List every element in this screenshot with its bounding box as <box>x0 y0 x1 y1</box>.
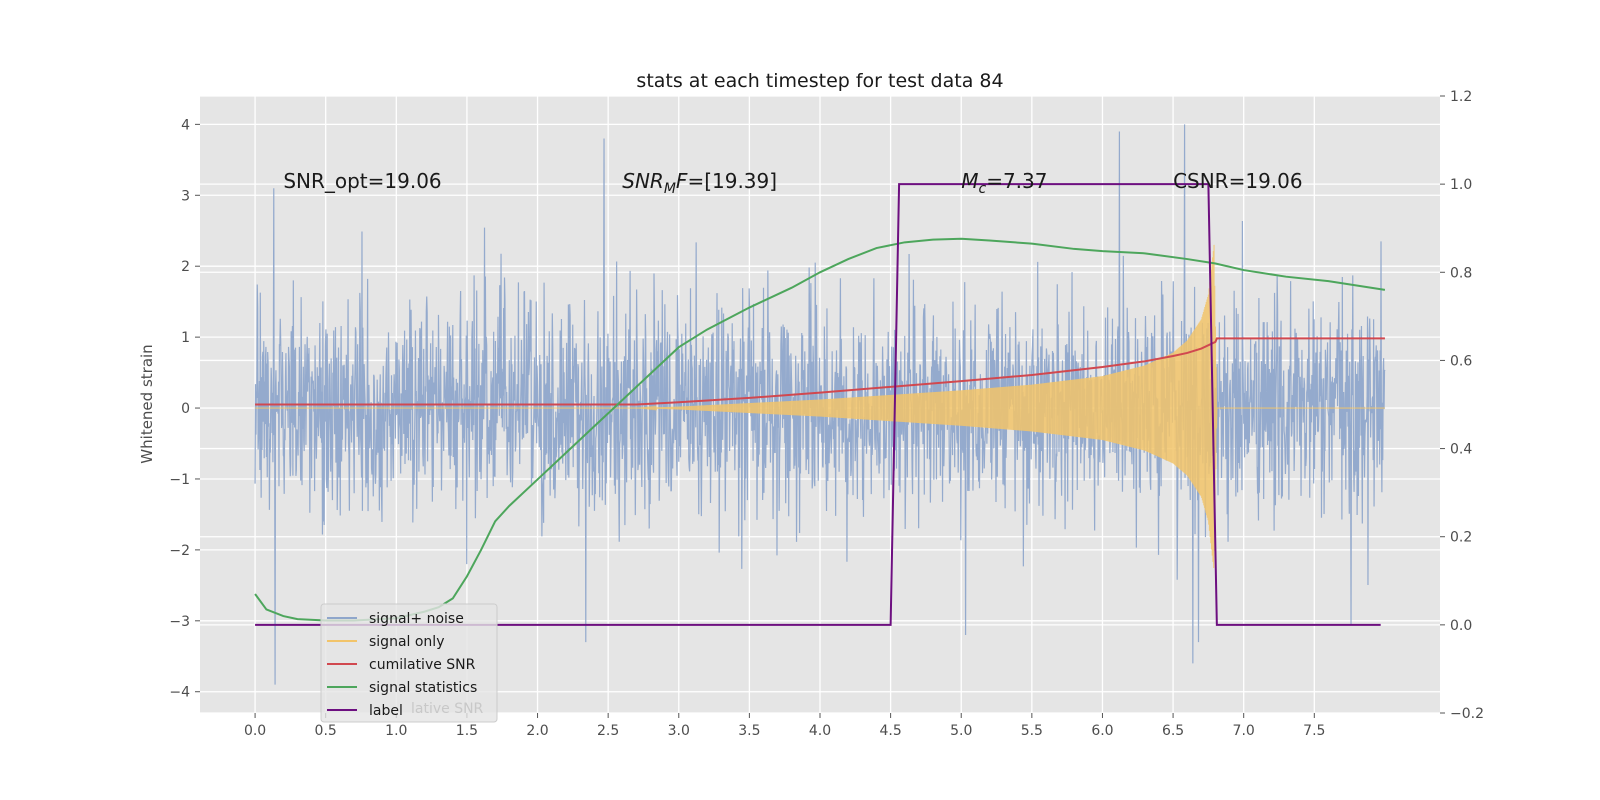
x-tick-label-11: 5.5 <box>1021 723 1043 739</box>
series-cumulative-snr <box>255 337 1385 406</box>
x-tick-label-4: 2.0 <box>526 723 548 739</box>
x-tick-label-2: 1.0 <box>385 723 407 739</box>
x-tick-label-14: 7.0 <box>1233 723 1255 739</box>
y2-tick-label-4: 0.6 <box>1450 353 1472 369</box>
y2-tick-label-7: 1.2 <box>1450 89 1472 105</box>
annotation-2: Mc=7.37 <box>961 169 1047 197</box>
y-tick-label-5: 1 <box>181 330 190 346</box>
y-axis-label: Whitened strain <box>138 344 156 463</box>
series-signal-only <box>255 244 1385 569</box>
chart-title: stats at each timestep for test data 84 <box>636 70 1003 92</box>
x-tick-label-6: 3.0 <box>668 723 690 739</box>
y-tick-label-1: −3 <box>169 614 190 630</box>
annotations: SNR_opt=19.06 SNRMF=[19.39] Mc=7.37 CSNR=19… <box>283 169 1302 197</box>
y2-tick-label-5: 0.8 <box>1450 265 1472 281</box>
y-tick-label-6: 2 <box>181 259 190 275</box>
x-tick-label-12: 6.0 <box>1091 723 1113 739</box>
legend: lative SNR signal+ noise signal only cumila… <box>320 603 498 723</box>
annotation-0: SNR_opt=19.06 <box>283 169 441 193</box>
y-tick-label-2: −2 <box>169 543 190 559</box>
x-tick-label-3: 1.5 <box>456 723 478 739</box>
x-tick-label-0: 0.0 <box>244 723 266 739</box>
legend-label-1: signal only <box>369 634 444 650</box>
legend-label-4: label <box>369 703 403 719</box>
y2-tick-label-3: 0.4 <box>1450 442 1472 458</box>
x-tick-label-9: 4.5 <box>879 723 901 739</box>
x-tick-label-1: 0.5 <box>315 723 337 739</box>
legend-box <box>320 603 498 723</box>
y2-tick-label-0: −0.2 <box>1450 706 1484 722</box>
series-label <box>255 183 1381 626</box>
axis-ticks: 0.0 0.5 1.0 1.5 2.0 2.5 3.0 3.5 4.0 4.5 5.0 5.5 6.0 6… <box>169 89 1484 739</box>
y-tick-label-0: −4 <box>169 685 190 701</box>
legend-label-0: signal+ noise <box>369 611 464 627</box>
y-tick-label-4: 0 <box>181 401 190 417</box>
annotation-1: SNRMF=[19.39] <box>622 169 777 197</box>
x-tick-label-7: 3.5 <box>738 723 760 739</box>
y-tick-label-8: 4 <box>181 117 190 133</box>
y2-tick-label-2: 0.2 <box>1450 530 1472 546</box>
x-tick-label-15: 7.5 <box>1303 723 1325 739</box>
y-tick-label-7: 3 <box>181 188 190 204</box>
legend-overlap-text: lative SNR <box>411 701 484 717</box>
y2-tick-label-6: 1.0 <box>1450 177 1472 193</box>
x-tick-label-8: 4.0 <box>809 723 831 739</box>
legend-label-3: signal statistics <box>369 680 477 696</box>
y2-tick-label-1: 0.0 <box>1450 618 1472 634</box>
legend-label-2: cumilative SNR <box>369 657 476 673</box>
x-tick-label-5: 2.5 <box>597 723 619 739</box>
x-tick-label-13: 6.5 <box>1162 723 1184 739</box>
annotation-3: CSNR=19.06 <box>1173 169 1303 193</box>
y-tick-label-3: −1 <box>169 472 190 488</box>
x-tick-label-10: 5.0 <box>950 723 972 739</box>
